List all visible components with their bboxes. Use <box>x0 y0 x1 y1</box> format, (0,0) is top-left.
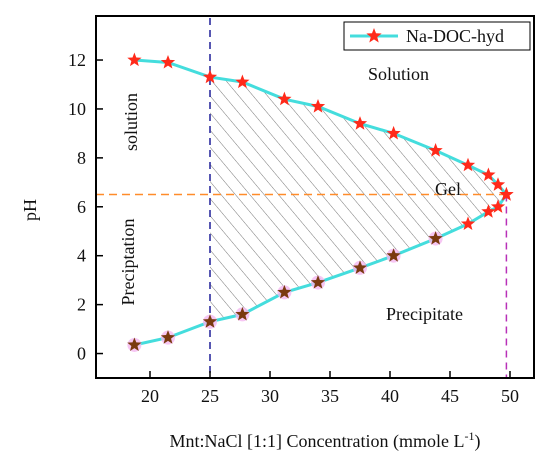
hatch-region-group <box>210 77 507 322</box>
y-axis-ticks: 0 2 4 6 8 10 12 <box>68 50 103 364</box>
data-point-upper <box>352 116 368 130</box>
x-axis-title: Mnt:NaCl [1:1] Concentration (mmole L-1) <box>170 429 481 452</box>
annotation-precipitation-left: Preciptation <box>118 219 138 306</box>
legend: Na-DOC-hyd <box>343 21 531 51</box>
data-point-upper <box>386 125 401 140</box>
data-point-upper <box>277 91 292 106</box>
x-tick-label: 25 <box>201 386 219 406</box>
hatched-gel-region <box>210 77 507 322</box>
data-point-lower <box>428 231 443 245</box>
data-point-upper <box>235 74 250 89</box>
y-tick-label: 4 <box>77 246 86 266</box>
data-point-lower <box>127 337 142 352</box>
data-point-lower <box>160 330 176 344</box>
data-point-lower <box>499 187 514 201</box>
plot-area <box>96 18 514 378</box>
axes-frame <box>95 15 535 379</box>
annotation-solution-upper: Solution <box>368 64 429 84</box>
x-axis-ticks: 20 25 30 35 40 45 50 <box>141 371 519 406</box>
y-tick-label: 10 <box>68 99 86 119</box>
annotation-precipitate-lower: Precipitate <box>386 304 463 324</box>
y-axis-title: pH <box>20 199 40 221</box>
y-tick-label: 6 <box>77 197 86 217</box>
x-tick-label: 45 <box>441 386 459 406</box>
legend-series-name: Na-DOC-hyd <box>406 26 504 46</box>
data-point-upper <box>160 54 176 69</box>
annotation-gel: Gel <box>435 179 461 199</box>
data-point-lower <box>202 314 218 328</box>
data-point-upper <box>481 167 496 182</box>
y-tick-label: 12 <box>68 50 86 70</box>
y-tick-label: 8 <box>77 148 86 168</box>
data-point-lower <box>235 306 250 321</box>
data-point-upper <box>428 143 443 157</box>
x-tick-label: 40 <box>381 386 399 406</box>
data-point-upper <box>202 69 218 84</box>
y-tick-label: 2 <box>77 295 86 315</box>
x-tick-label: 50 <box>501 386 519 406</box>
x-tick-label: 30 <box>261 386 279 406</box>
data-point-upper <box>127 52 142 67</box>
series-markers-group <box>127 52 514 352</box>
data-point-lower <box>460 216 476 230</box>
data-point-upper <box>490 177 506 191</box>
legend-star-icon <box>366 28 382 43</box>
x-tick-label: 20 <box>141 386 159 406</box>
data-point-upper <box>460 157 476 172</box>
data-point-lower <box>277 284 292 299</box>
data-point-lower <box>490 199 506 213</box>
data-point-lower <box>386 248 401 262</box>
data-point-lower <box>352 260 368 274</box>
data-point-lower <box>481 204 496 218</box>
annotation-solution-left: solution <box>121 93 141 151</box>
y-tick-label: 0 <box>77 344 86 364</box>
data-point-lower <box>310 275 326 289</box>
x-tick-label: 35 <box>321 386 339 406</box>
data-point-upper <box>310 99 326 113</box>
